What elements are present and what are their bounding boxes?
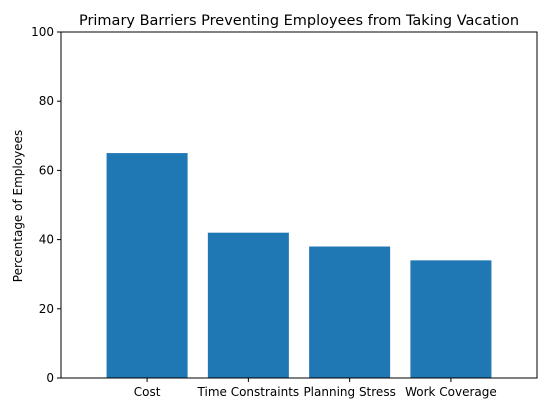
chart-title: Primary Barriers Preventing Employees fr…: [79, 13, 519, 29]
plot-frame: [60, 31, 538, 379]
x-tick-label: Planning Stress: [303, 385, 395, 399]
y-tick-label: 20: [39, 302, 54, 316]
x-tick-label: Time Constraints: [197, 385, 300, 399]
y-tick-label: 100: [31, 25, 54, 39]
x-tick-label: Work Coverage: [405, 385, 497, 399]
bar: [309, 246, 391, 378]
y-axis-label: Percentage of Employees: [11, 130, 25, 282]
x-tick-label: Cost: [134, 385, 161, 399]
y-axis-ticks: 0 20 40 60 80 100: [31, 25, 61, 385]
bar: [207, 232, 289, 378]
y-tick-label: 60: [39, 163, 54, 177]
bar: [410, 260, 492, 378]
x-axis-ticks: Cost Time Constraints Planning Stress Work …: [134, 378, 497, 399]
y-tick-label: 40: [39, 233, 54, 247]
bars-layer: [106, 153, 492, 378]
y-tick-label: 80: [39, 94, 54, 108]
bar: [106, 153, 188, 378]
y-tick-label: 0: [46, 371, 54, 385]
